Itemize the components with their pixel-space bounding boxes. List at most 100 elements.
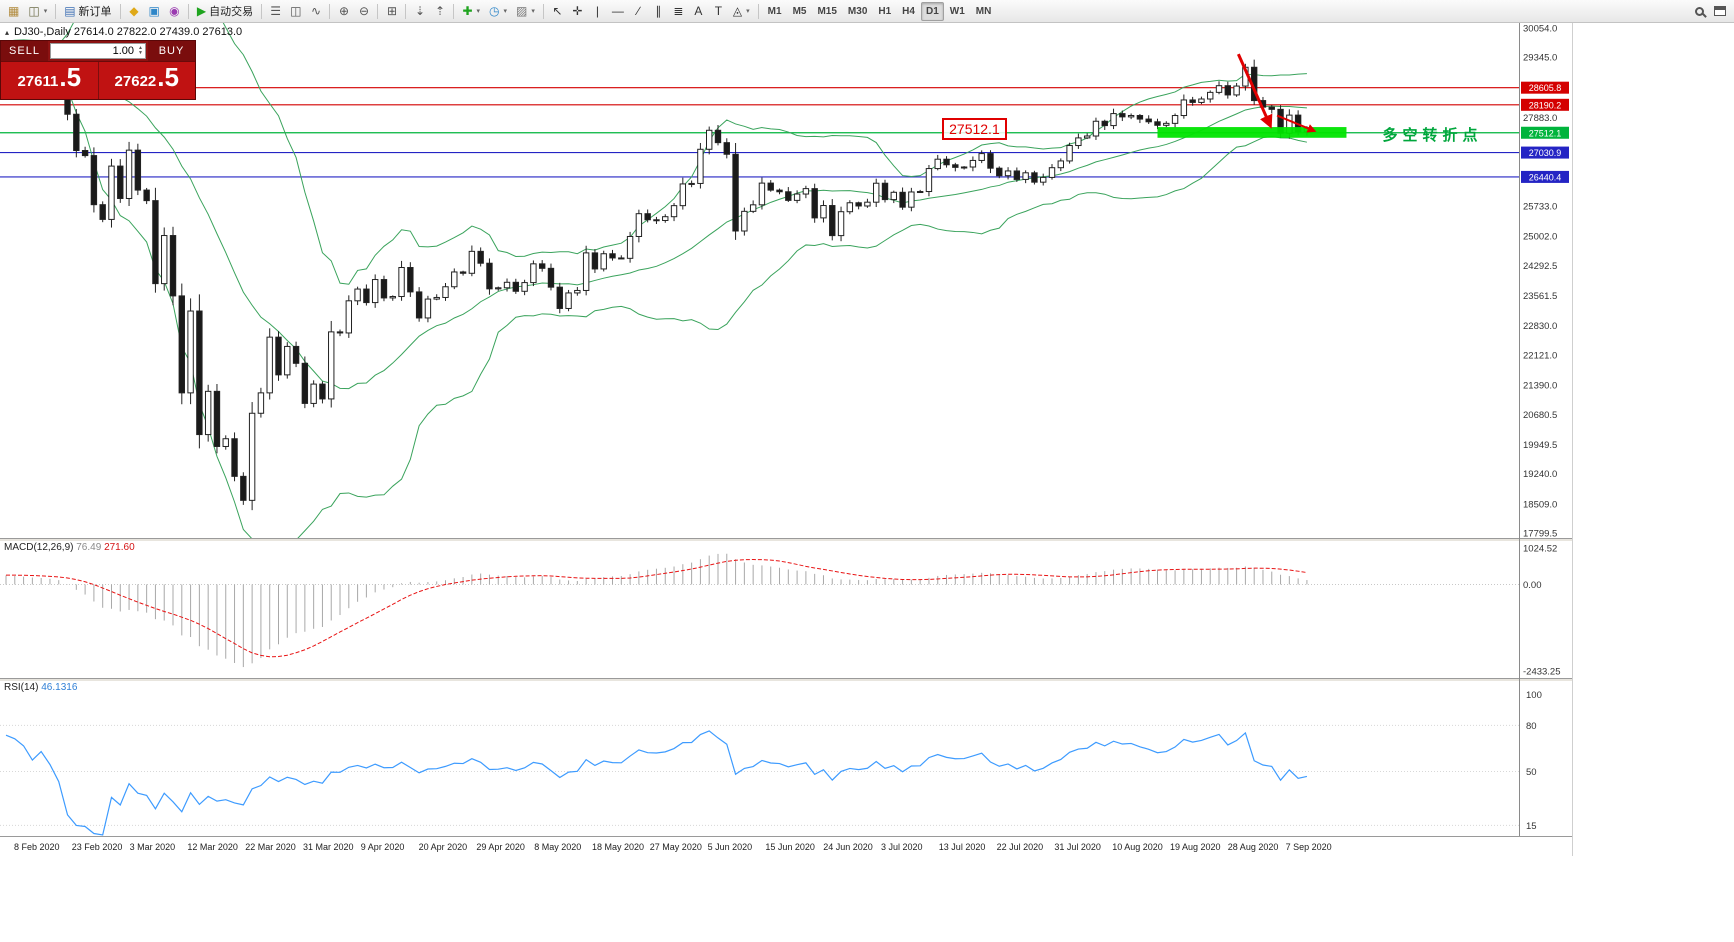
vertical-line-icon-glyph: |: [595, 4, 599, 18]
new-order-button[interactable]: ▤ 新订单: [60, 2, 115, 21]
panel-chrome: [0, 23, 1573, 856]
rsi-label: RSI(14) 46.1316: [4, 682, 77, 693]
label-icon[interactable]: T: [709, 2, 728, 21]
price-annotation[interactable]: 27512.1: [942, 118, 1007, 141]
timeframe-h1[interactable]: H1: [878, 5, 892, 17]
svg-text:28190.2: 28190.2: [1529, 100, 1562, 110]
template-icon-glyph: ▨: [516, 4, 528, 18]
new-chart-icon[interactable]: ▦: [4, 2, 23, 21]
svg-text:80: 80: [1526, 721, 1537, 732]
channel-icon[interactable]: ∥: [649, 2, 668, 21]
add-indicator-icon[interactable]: ✚ ▾: [458, 2, 484, 21]
trendline-icon[interactable]: ∕: [629, 2, 648, 21]
volume-up-icon[interactable]: ▲: [138, 45, 143, 51]
indicator-list-icon[interactable]: ⇣: [410, 2, 429, 21]
shapes-icon[interactable]: ◬ ▾: [729, 2, 754, 21]
crosshair-icon[interactable]: ✛: [568, 2, 587, 21]
bars-chart-icon-glyph: ☰: [270, 4, 281, 18]
timeframe-m5[interactable]: M5: [792, 5, 807, 17]
svg-text:28605.8: 28605.8: [1529, 83, 1562, 93]
new-chart-icon-glyph: ▦: [8, 4, 20, 18]
svg-text:24 Jun 2020: 24 Jun 2020: [823, 842, 873, 852]
svg-text:20680.5: 20680.5: [1523, 410, 1557, 421]
period-icon[interactable]: ◷ ▾: [485, 2, 511, 21]
svg-text:19949.5: 19949.5: [1523, 440, 1557, 451]
candlestick-chart-icon[interactable]: ◫: [286, 2, 305, 21]
timeframe-m30[interactable]: M30: [847, 5, 868, 17]
oneclick-toggle-icon[interactable]: ▴: [5, 27, 10, 37]
svg-text:15 Jun 2020: 15 Jun 2020: [765, 842, 815, 852]
trendline-icon-glyph: ∕: [637, 4, 640, 18]
zoom-out-icon[interactable]: ⊖: [354, 2, 373, 21]
chart-profiles-icon[interactable]: ◫ ▾: [24, 2, 51, 21]
toolbar-separator: [119, 3, 121, 19]
sell-price[interactable]: 27611.5: [1, 62, 98, 99]
chart-area[interactable]: 30054.0 29345.0 27883.0 25733.0 25002.0 24292…: [0, 0, 1734, 860]
market-icon[interactable]: ▣: [145, 2, 164, 21]
timeframe-m1[interactable]: M1: [767, 5, 782, 17]
turning-point-annotation[interactable]: 多空转折点: [1382, 127, 1483, 145]
horizontal-line-icon[interactable]: —: [608, 2, 628, 21]
search-icon[interactable]: [1695, 6, 1704, 16]
buy-price[interactable]: 27622.5: [97, 62, 195, 99]
svg-text:29 Apr 2020: 29 Apr 2020: [476, 842, 525, 852]
buy-button[interactable]: BUY: [148, 41, 195, 61]
toolbar: ▦ ◫ ▾ ▤ 新订单 ◆ ▣ ◉ ▶ 自动交易 ☰ ◫ ∿ ⊕ ⊖ ⊞ ⇣ ⇡ ✚ ▾ ◷ ▾ ▨ ▾ ↖ ✛ | — ∕ ∥ ≣ A T ◬ ▾…: [0, 0, 1734, 23]
vertical-line-icon[interactable]: |: [588, 2, 607, 21]
cursor-icon-glyph: ↖: [552, 4, 563, 18]
timeframe-d1[interactable]: D1: [920, 1, 944, 21]
macd-axis: 1024.52 0.00 -2433.25: [1523, 544, 1561, 678]
sell-price-main: 27611: [17, 73, 59, 90]
volume-field[interactable]: 1.00 ▲ ▼: [50, 43, 146, 59]
svg-text:22 Mar 2020: 22 Mar 2020: [245, 842, 296, 852]
sell-button[interactable]: SELL: [1, 41, 48, 61]
svg-text:31 Mar 2020: 31 Mar 2020: [303, 842, 354, 852]
line-chart-icon[interactable]: ∿: [306, 2, 325, 21]
object-list-icon[interactable]: ⇡: [430, 2, 449, 21]
zoom-in-icon-glyph: ⊕: [338, 4, 349, 18]
svg-text:12 Mar 2020: 12 Mar 2020: [187, 842, 238, 852]
svg-text:21390.0: 21390.0: [1523, 381, 1557, 392]
line-chart-icon-glyph: ∿: [310, 4, 321, 18]
autotrade-button-label: 自动交易: [209, 6, 254, 18]
template-icon[interactable]: ▨ ▾: [512, 2, 539, 21]
svg-text:27030.9: 27030.9: [1529, 148, 1562, 158]
highlight-band-rect[interactable]: [1157, 127, 1347, 138]
chart-title: DJ30-,Daily 27614.0 27822.0 27439.0 2761…: [14, 26, 243, 38]
cursor-icon[interactable]: ↖: [548, 2, 567, 21]
svg-text:30054.0: 30054.0: [1523, 24, 1557, 35]
svg-text:7 Sep 2020: 7 Sep 2020: [1286, 842, 1332, 852]
timeframe-h4[interactable]: H4: [902, 5, 915, 17]
timeframe-mn[interactable]: MN: [975, 5, 992, 17]
algo-settings-icon[interactable]: ◉: [165, 2, 184, 21]
svg-text:13 Jul 2020: 13 Jul 2020: [939, 842, 986, 852]
volume-value[interactable]: 1.00: [112, 45, 135, 57]
algo-settings-icon-glyph: ◉: [169, 4, 180, 18]
rsi-axis: 100 80 50 15: [1526, 690, 1542, 832]
candlestick-chart-icon-glyph: ◫: [290, 4, 302, 18]
svg-text:20 Apr 2020: 20 Apr 2020: [419, 842, 468, 852]
zoom-in-icon[interactable]: ⊕: [334, 2, 353, 21]
autotrade-button-glyph: ▶: [196, 4, 207, 18]
svg-text:27512.1: 27512.1: [1529, 128, 1562, 138]
fibonacci-icon[interactable]: ≣: [669, 2, 688, 21]
svg-text:1024.52: 1024.52: [1523, 544, 1557, 555]
shapes-icon-caret-icon: ▾: [746, 8, 750, 15]
price-axis: 30054.0 29345.0 27883.0 25733.0 25002.0 24292…: [1521, 24, 1569, 540]
bars-chart-icon[interactable]: ☰: [266, 2, 285, 21]
svg-text:31 Jul 2020: 31 Jul 2020: [1054, 842, 1101, 852]
volume-down-icon[interactable]: ▼: [138, 50, 143, 56]
svg-text:9 Apr 2020: 9 Apr 2020: [361, 842, 405, 852]
toolbar-separator: [329, 3, 331, 19]
autotrade-button[interactable]: ▶ 自动交易: [193, 2, 257, 21]
timeframe-w1[interactable]: W1: [949, 5, 965, 17]
metaeditor-icon[interactable]: ◆: [125, 2, 144, 21]
toolbar-separator: [55, 3, 57, 19]
svg-text:25002.0: 25002.0: [1523, 232, 1557, 243]
text-icon[interactable]: A: [689, 2, 708, 21]
chart-profiles-icon-caret-icon: ▾: [43, 8, 48, 15]
new-window-icon[interactable]: [1714, 6, 1726, 16]
trend-arrows[interactable]: [1236, 53, 1317, 133]
timeframe-m15[interactable]: M15: [817, 5, 837, 17]
tile-windows-icon[interactable]: ⊞: [382, 2, 401, 21]
